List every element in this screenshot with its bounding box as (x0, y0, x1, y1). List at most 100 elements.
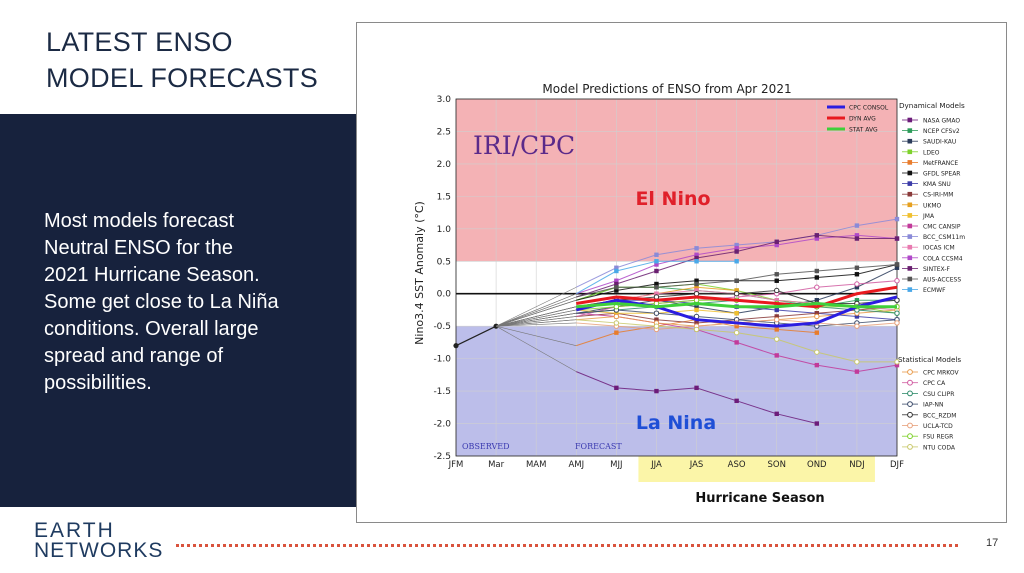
data-point (854, 281, 860, 287)
data-point (854, 298, 860, 303)
data-point (614, 385, 619, 391)
model-connector-line (495, 299, 577, 327)
data-point (693, 297, 700, 303)
data-point (814, 275, 820, 280)
data-point (854, 359, 860, 365)
data-point (654, 281, 659, 287)
data-point (854, 323, 860, 329)
summary-line: 2021 Hurricane Season. (44, 264, 260, 286)
legend-label: UKMO (923, 202, 942, 209)
x-tick-label: ASO (728, 460, 746, 470)
summary-line: conditions. Overall large (44, 318, 259, 340)
legend-swatch-marker (907, 444, 913, 450)
data-point (814, 298, 820, 303)
model-connector-line (496, 325, 577, 346)
observed-line (455, 325, 497, 347)
data-point (653, 323, 660, 329)
y-tick-label: 1.5 (437, 192, 451, 202)
data-point (894, 216, 900, 222)
data-point (854, 314, 860, 319)
legend-swatch-marker (907, 213, 913, 218)
legend-label: STAT AVG (849, 127, 878, 134)
y-tick-label: -1.0 (433, 355, 451, 365)
data-point (694, 307, 699, 313)
data-point (734, 323, 739, 329)
series-line-stat-avg (576, 301, 897, 309)
data-point (734, 340, 739, 345)
legend-label: CPC CONSOL (849, 105, 889, 112)
series-line-cpc-consol (575, 295, 898, 328)
x-tick-label: AMJ (568, 460, 584, 470)
legend-swatch-marker (907, 117, 913, 123)
data-point (734, 278, 739, 283)
data-point (614, 330, 619, 335)
data-point (894, 310, 900, 316)
data-point (614, 268, 619, 274)
data-point (654, 259, 659, 264)
iri-cpc-watermark: IRI/CPC (473, 131, 575, 160)
enso-chart: 3.0 2.5 2.0 1.5 1.0 0.5 0.0 -0.5 -1.0 -1.5 -2.0 -2.… (413, 82, 965, 506)
x-tick-label: SON (768, 460, 786, 470)
data-point (854, 223, 860, 228)
data-point (694, 281, 699, 287)
model-connector-line (496, 312, 577, 327)
forecast-label: FORECAST (575, 442, 622, 451)
legend-label: CPC CA (923, 380, 946, 387)
legend-label: KMA SNU (923, 181, 951, 188)
legend-swatch-marker (907, 181, 913, 186)
el-nino-band (456, 99, 897, 262)
data-point (733, 329, 740, 336)
data-point (694, 285, 699, 290)
data-point (894, 320, 900, 326)
data-point (774, 278, 779, 283)
data-point (653, 310, 660, 316)
data-point (654, 262, 659, 267)
legend-swatch-marker (907, 255, 913, 261)
data-point (693, 326, 700, 333)
data-point (694, 288, 699, 293)
slide-title: LATEST ENSO MODEL FORECASTS (46, 24, 318, 96)
data-point (654, 252, 659, 257)
legend-label: BCC_CSM11m (923, 234, 965, 241)
y-tick-label: 2.5 (437, 127, 451, 137)
x-tick-label: MJJ (610, 460, 622, 470)
legend-label: NASA GMAO (923, 118, 960, 125)
model-connector-line (495, 286, 577, 327)
data-point (814, 311, 820, 316)
series-line-dyn-avg (576, 285, 898, 309)
data-point (733, 291, 740, 297)
chart-title: Model Predictions of ENSO from Apr 2021 (542, 82, 791, 96)
legend-swatch-marker (907, 411, 913, 418)
data-point (774, 307, 779, 313)
data-point (894, 359, 900, 365)
data-point (894, 278, 900, 284)
observed-label: OBSERVED (462, 442, 510, 451)
summary-line: Neutral ENSO for the (44, 237, 233, 259)
data-point (814, 330, 820, 335)
data-point (894, 265, 900, 270)
data-point (654, 388, 659, 394)
summary-line: Most models forecast (44, 210, 235, 232)
data-point (654, 285, 659, 290)
legend-label: CPC MRKOV (923, 370, 959, 377)
legend-swatch-marker (907, 160, 913, 165)
legend-swatch-marker (907, 379, 913, 386)
navy-panel (0, 114, 356, 507)
data-point (774, 242, 779, 248)
data-point (814, 362, 820, 368)
legend-label: ECMWF (923, 287, 946, 294)
legend-label: SAUDI-KAU (923, 139, 956, 146)
earth-networks-logo: EARTH NETWORKS (34, 520, 163, 561)
legend-label: MetFRANCE (923, 160, 958, 167)
legend-swatch-marker (907, 276, 913, 282)
data-point (694, 304, 699, 309)
model-connector-line (495, 293, 577, 327)
slide-title-line: LATEST ENSO (46, 27, 233, 57)
la-nina-label: La Nina (636, 412, 716, 434)
page-number: 17 (986, 537, 999, 549)
data-point (854, 272, 860, 277)
data-point (614, 278, 619, 283)
y-tick-label: 2.0 (437, 160, 452, 170)
data-point (694, 252, 699, 257)
data-point (774, 353, 779, 358)
